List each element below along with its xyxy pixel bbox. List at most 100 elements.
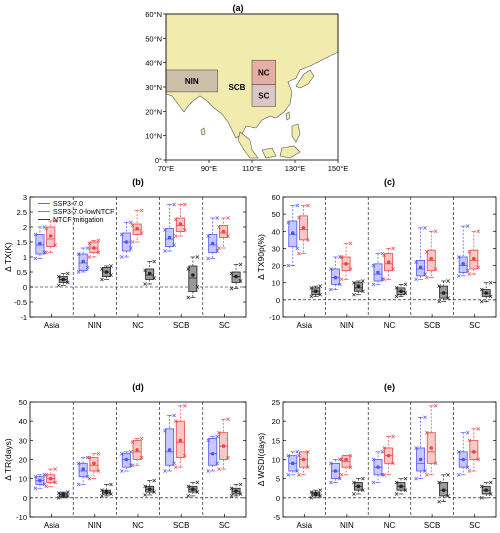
- point-marker: [338, 476, 342, 481]
- point-marker: [318, 488, 323, 493]
- point-marker: [152, 276, 157, 280]
- point-marker: [329, 461, 333, 466]
- y-tick-label: 0: [276, 494, 280, 503]
- point-marker: [286, 263, 291, 268]
- point-marker: [433, 267, 438, 271]
- map-region-label-sc: SC: [258, 92, 269, 101]
- point-marker: [414, 476, 418, 481]
- point-marker: [109, 492, 113, 496]
- box-ntcf-mitigation: [229, 262, 243, 291]
- point-marker: [295, 203, 300, 208]
- box-ntcf-mitigation: [437, 472, 450, 504]
- panel-label: (c): [384, 177, 395, 187]
- point-marker: [437, 299, 441, 304]
- point-marker: [309, 490, 314, 494]
- box-mean: [92, 461, 96, 466]
- point-marker: [382, 446, 387, 450]
- y-tick-label: 60: [272, 193, 280, 202]
- point-marker: [173, 419, 178, 424]
- legend-entry: SSP3-7.0-lowNTCF: [53, 209, 114, 216]
- chart-panel-c: (c) -10 0 10 20 30 40 50 60 Δ TX90p(%) Asia NIN NC SC…: [256, 177, 497, 330]
- point-marker: [217, 246, 221, 250]
- map-region-label-scb: SCB: [229, 83, 246, 92]
- point-marker: [306, 238, 310, 242]
- point-marker: [339, 472, 344, 477]
- box-mean: [178, 438, 183, 443]
- point-marker: [44, 250, 49, 255]
- box-mean: [472, 450, 476, 454]
- point-marker: [139, 208, 144, 213]
- box-mean: [356, 284, 361, 288]
- y-tick-label: 2.5: [17, 208, 27, 217]
- y-tick-label: -10: [16, 513, 27, 522]
- point-marker: [297, 472, 301, 477]
- point-marker: [361, 488, 365, 493]
- point-marker: [352, 280, 356, 285]
- point-marker: [119, 469, 124, 473]
- point-marker: [465, 268, 470, 273]
- point-marker: [479, 287, 484, 292]
- point-marker: [446, 296, 450, 300]
- box-ssp3-7-0-lowntcf: [87, 238, 101, 259]
- point-marker: [423, 469, 427, 473]
- point-marker: [306, 449, 310, 454]
- box-mean: [210, 451, 215, 456]
- category-label: Asia: [44, 321, 60, 330]
- point-marker: [456, 472, 461, 477]
- point-marker: [130, 240, 135, 244]
- box-ssp3-7-0: [456, 224, 470, 278]
- point-marker: [109, 264, 113, 268]
- point-marker: [238, 492, 243, 496]
- y-axis-label: Δ TX(K): [3, 242, 13, 272]
- box-mean: [38, 241, 42, 246]
- category-label: NC: [132, 521, 144, 530]
- box-mean: [418, 265, 423, 270]
- box-mean: [399, 289, 403, 294]
- box-ntcf-mitigation: [394, 282, 408, 299]
- y-tick-label: 50: [272, 210, 280, 219]
- box-ntcf-mitigation: [479, 480, 493, 500]
- box-ntcf-mitigation: [100, 482, 113, 498]
- point-marker: [414, 277, 418, 282]
- box-ssp3-7-0: [119, 220, 133, 259]
- point-marker: [173, 217, 178, 222]
- point-marker: [33, 232, 38, 237]
- box-ntcf-mitigation: [186, 480, 200, 498]
- point-marker: [172, 413, 176, 418]
- box-mean: [167, 235, 172, 240]
- point-marker: [306, 465, 310, 470]
- point-marker: [433, 403, 438, 408]
- box-mean: [104, 490, 109, 494]
- point-marker: [226, 234, 230, 238]
- point-marker: [467, 469, 472, 473]
- point-marker: [488, 492, 493, 496]
- box-mean: [124, 457, 129, 462]
- point-marker: [318, 292, 323, 297]
- y-axis-label: Δ TR(days): [3, 438, 13, 481]
- map-y-ticks: 60°N 50°N 40°N 30°N 20°N 10°N 0°: [145, 10, 166, 165]
- point-marker: [130, 223, 135, 228]
- category-label: NC: [132, 321, 144, 330]
- point-marker: [76, 252, 81, 256]
- point-marker: [361, 476, 365, 481]
- point-marker: [465, 465, 470, 470]
- point-marker: [329, 267, 333, 271]
- point-marker: [143, 268, 147, 273]
- chart-panel-e: (e) -5 0 5 10 15 20 25 Δ WSDI(days) Asia NIN NC SCB S…: [256, 382, 497, 530]
- box-mean: [429, 446, 434, 450]
- point-marker: [100, 488, 104, 493]
- box-ssp3-7-0: [33, 225, 47, 261]
- box-mean: [344, 457, 348, 462]
- boxplot-panels: (b) -1 -0.5 0 0.5 1 1.5 2 2.5 3 Δ TX(K) Asia NIN NC SC…: [3, 177, 497, 530]
- y-tick-label: -10: [269, 313, 280, 322]
- point-marker: [109, 273, 113, 277]
- point-marker: [183, 228, 187, 232]
- category-label: NIN: [88, 321, 102, 330]
- point-marker: [229, 271, 234, 276]
- point-marker: [433, 229, 438, 234]
- point-marker: [297, 215, 301, 220]
- y-tick-label: 5: [276, 475, 280, 484]
- point-marker: [391, 246, 395, 251]
- box-mean: [333, 469, 338, 473]
- box-ssp3-7-0: [286, 203, 300, 268]
